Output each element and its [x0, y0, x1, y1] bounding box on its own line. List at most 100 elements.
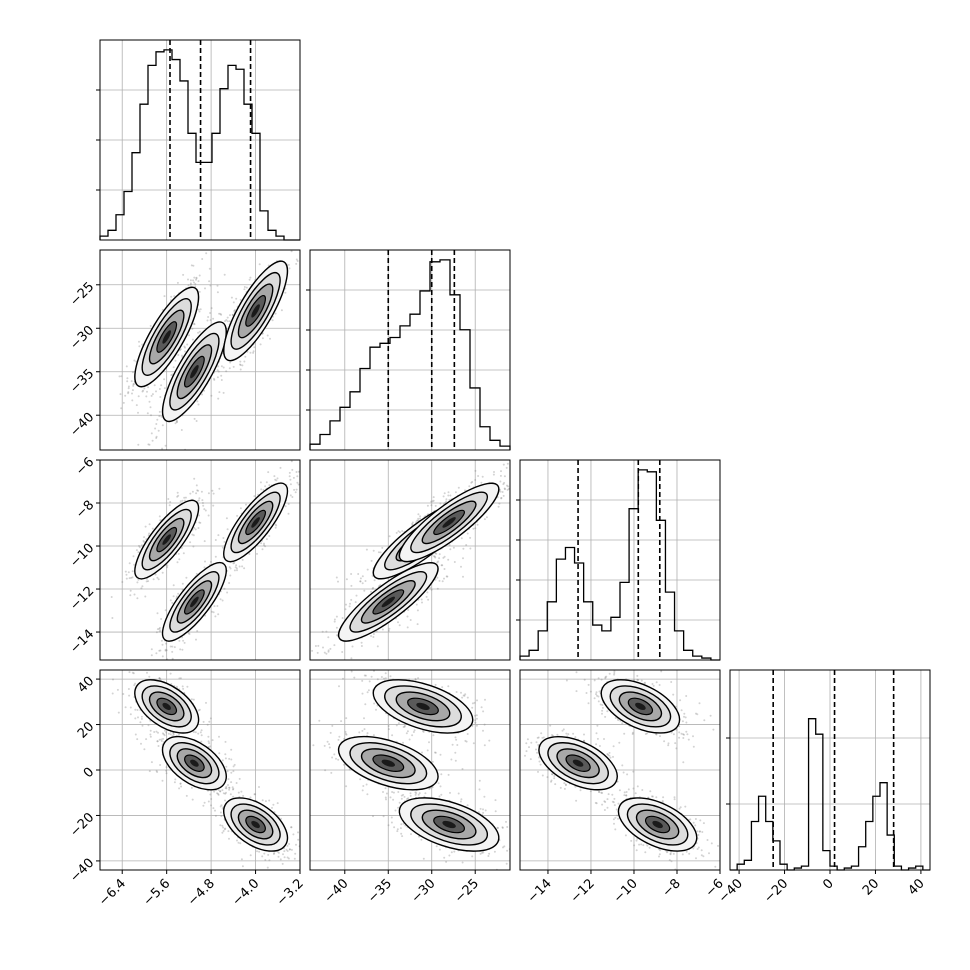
scatter-point [186, 343, 189, 346]
scatter-point [258, 263, 261, 266]
scatter-point [372, 586, 375, 589]
scatter-point [191, 338, 194, 341]
scatter-point [460, 537, 463, 540]
hist-panel-3 [726, 669, 931, 871]
scatter-point [198, 330, 201, 333]
scatter-point [157, 429, 160, 432]
scatter-point [325, 630, 328, 633]
scatter-point [189, 282, 192, 285]
scatter-point [178, 733, 180, 736]
scatter-point [234, 566, 237, 569]
scatter-point [155, 390, 157, 393]
scatter-point [295, 258, 298, 261]
scatter-point [235, 567, 238, 570]
scatter-point [178, 787, 181, 790]
scatter-point [289, 494, 292, 497]
scatter-point [230, 758, 233, 761]
scatter-point [133, 593, 136, 596]
scatter-point [462, 547, 465, 550]
scatter-point [140, 544, 143, 547]
scatter-point [335, 626, 338, 629]
scatter-point [183, 345, 186, 348]
scatter-point [217, 613, 220, 616]
scatter-point [164, 649, 167, 652]
scatter-point [351, 645, 354, 648]
scatter-point [373, 579, 376, 582]
scatter-point [361, 582, 364, 585]
scatter-point [289, 483, 292, 486]
scatter-point [143, 536, 146, 539]
scatter-point [158, 677, 161, 680]
scatter-point [281, 243, 283, 245]
scatter-point [434, 504, 437, 507]
scatter-point [139, 721, 142, 724]
scatter-point [195, 276, 198, 279]
ytick-label-1-2: −30 [67, 323, 97, 353]
scatter-point [212, 611, 215, 614]
scatter-point [227, 778, 230, 781]
scatter-point [167, 498, 170, 500]
scatter-point [148, 770, 151, 773]
scatter-point [348, 605, 351, 608]
scatter-point [155, 652, 158, 655]
scatter-point [205, 252, 208, 255]
scatter-point [259, 343, 262, 346]
scatter-point [377, 551, 380, 554]
scatter-point [308, 664, 310, 666]
scatter-point [203, 508, 206, 511]
scatter-point [261, 548, 264, 551]
scatter-point [263, 542, 265, 545]
scatter-point [148, 400, 151, 403]
scatter-point [188, 633, 191, 635]
scatter-point [147, 580, 150, 583]
scatter-point [238, 565, 241, 568]
scatter-point [506, 484, 508, 487]
scatter-point [260, 542, 263, 545]
scatter-point [259, 481, 262, 484]
scatter-point [201, 393, 203, 396]
scatter-point [263, 544, 265, 547]
scatter-point [165, 642, 168, 645]
scatter-point [239, 364, 242, 366]
scatter-point [288, 267, 291, 270]
scatter-point [180, 429, 183, 431]
scatter-point [176, 421, 178, 424]
scatter-point [151, 527, 154, 530]
scatter-point [228, 320, 231, 323]
scatter-point [268, 484, 271, 487]
scatter-point [363, 589, 366, 592]
scatter-point [387, 629, 390, 632]
scatter-point [241, 565, 244, 568]
scatter-point [192, 264, 195, 267]
scatter-point [427, 598, 430, 601]
scatter-point [197, 308, 200, 311]
scatter-point [156, 771, 159, 773]
scatter-point [333, 618, 336, 621]
scatter-point [232, 788, 234, 791]
scatter-point [160, 639, 163, 642]
scatter-point [274, 523, 277, 526]
scatter-point [287, 512, 290, 515]
scatter-point [460, 565, 462, 568]
scatter-point [150, 394, 153, 397]
scatter-point [197, 527, 200, 529]
scatter-point [160, 384, 163, 387]
scatter-point [361, 575, 364, 578]
scatter-point [231, 313, 234, 316]
scatter-point [419, 517, 422, 520]
scatter-point [219, 598, 222, 601]
scatter-point [395, 531, 398, 534]
scatter-point [288, 475, 291, 478]
scatter-point [196, 630, 199, 632]
scatter-point [469, 547, 472, 550]
scatter-point [448, 544, 451, 546]
scatter-point [239, 507, 242, 510]
scatter-point [253, 346, 256, 349]
scatter-point [197, 489, 200, 492]
scatter-point [223, 273, 226, 276]
scatter-point [345, 603, 347, 606]
scatter-point [176, 281, 179, 284]
scatter-point [124, 570, 127, 573]
scatter-point [182, 687, 185, 690]
